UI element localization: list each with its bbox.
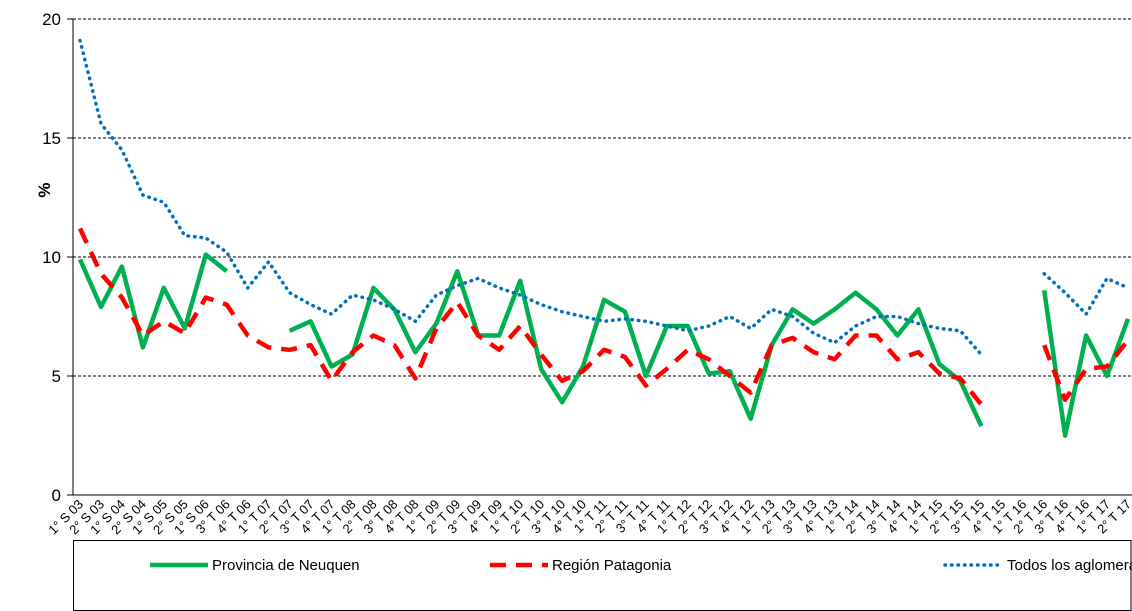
legend-label: Provincia de Neuquen <box>212 557 360 574</box>
y-tick-label: 0 <box>52 486 61 505</box>
legend-label: Todos los aglomerados urbanos <box>1007 557 1132 574</box>
legend-label: Región Patagonia <box>552 557 672 574</box>
y-tick-label: 15 <box>42 129 61 148</box>
y-tick-label: 20 <box>42 10 61 29</box>
line-series <box>78 38 1130 357</box>
y-tick-label: 10 <box>42 248 61 267</box>
y-axis-label: % <box>35 182 54 197</box>
line-series <box>77 227 1130 407</box>
legend-box <box>73 540 1132 611</box>
y-tick-label: 5 <box>52 367 61 386</box>
line-series <box>77 252 1131 438</box>
